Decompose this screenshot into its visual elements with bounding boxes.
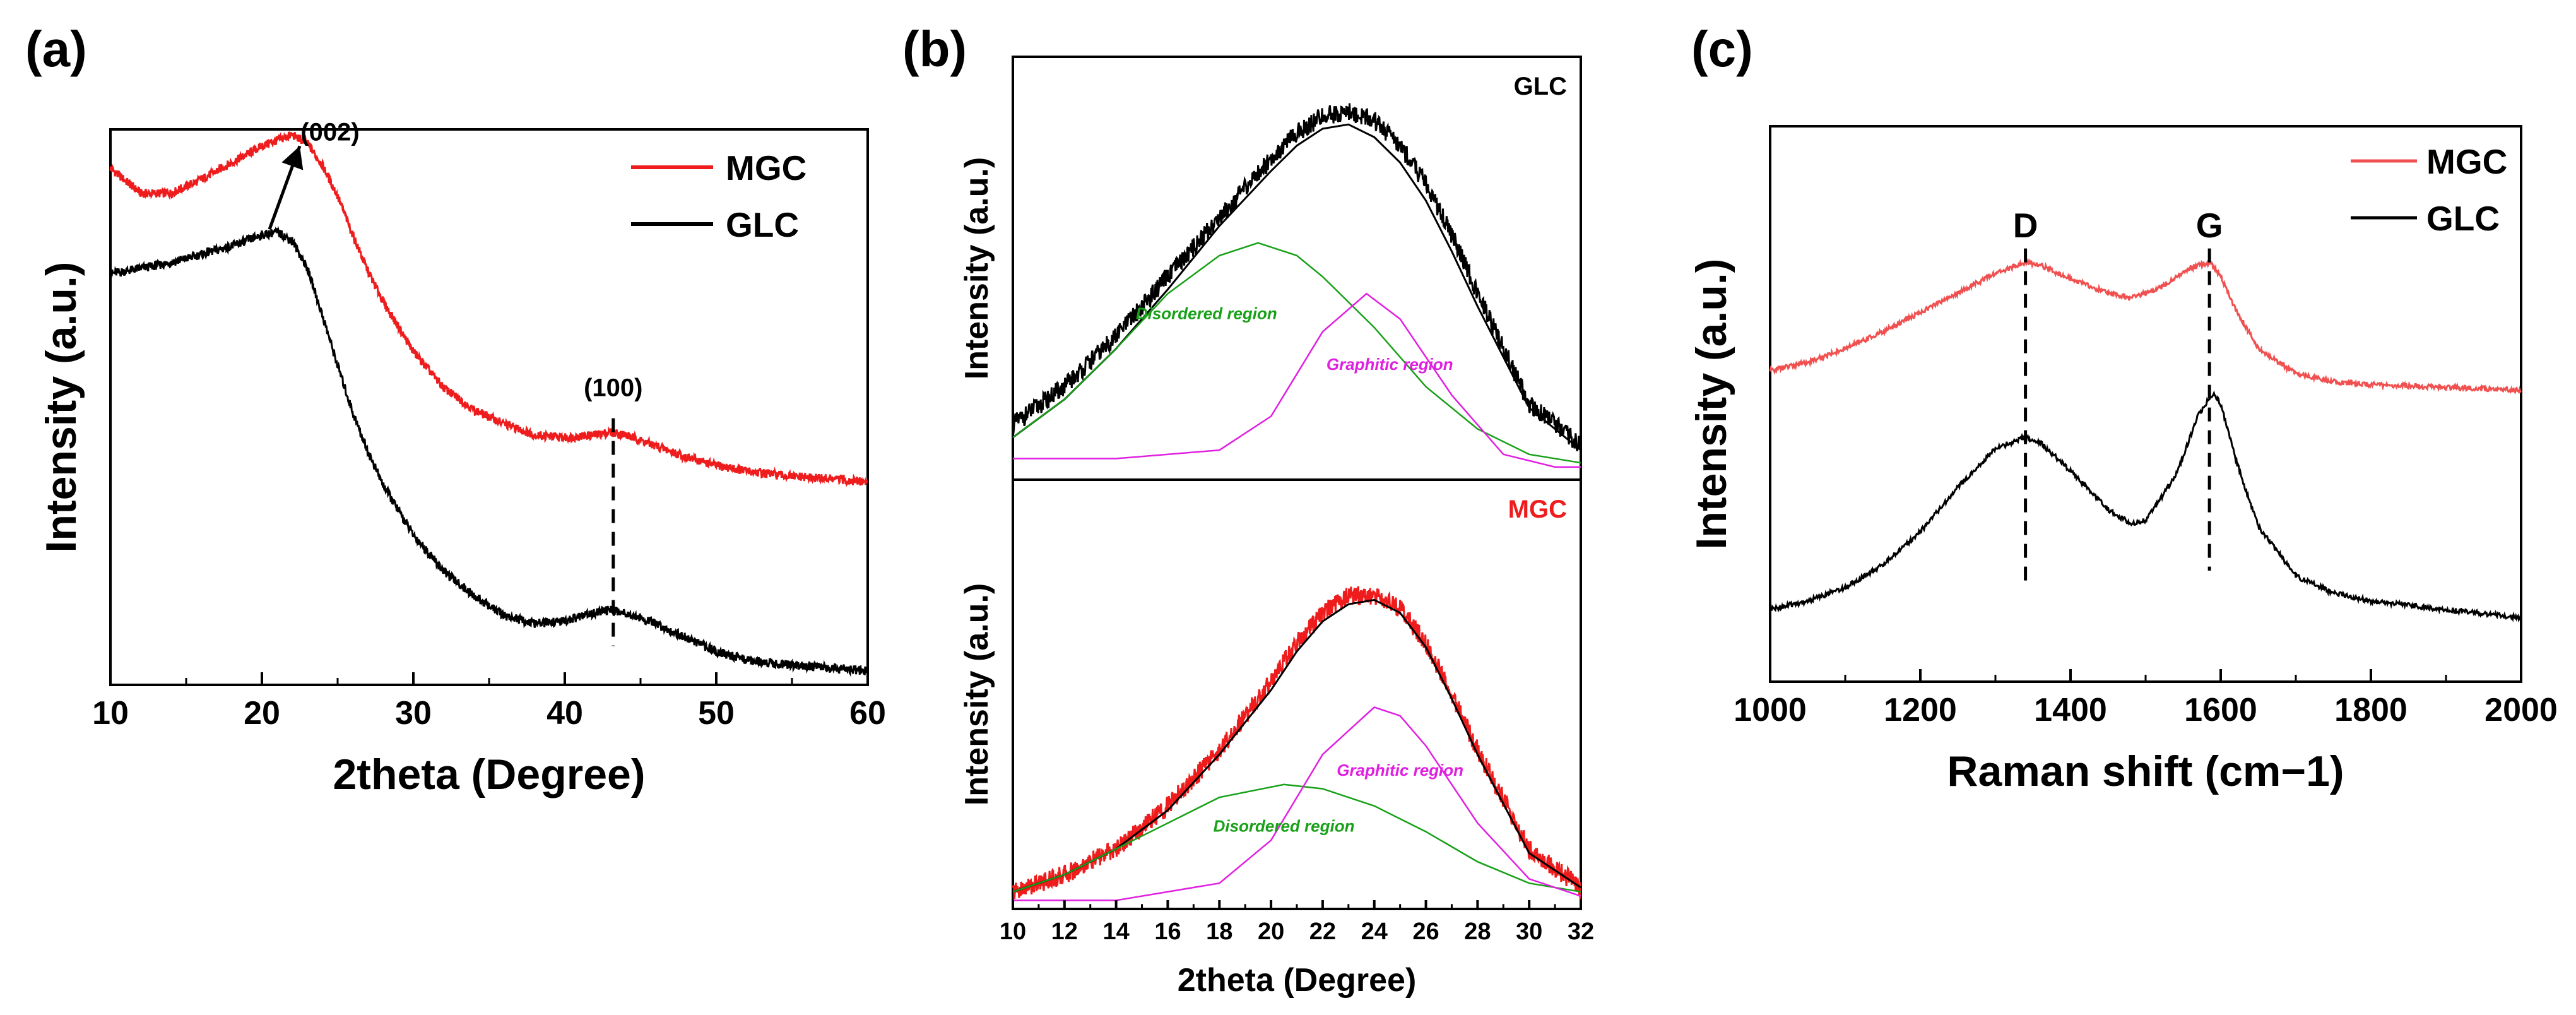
panel-b-bottom-xtick-label-12: 12	[1051, 918, 1078, 945]
panel-c-peak-label-g: G	[2196, 206, 2223, 245]
panel-label-a: (a)	[25, 21, 87, 77]
panel-a-xtick-label-10: 10	[92, 695, 129, 732]
panel-b-bottom-xtick-label-22: 22	[1309, 918, 1336, 945]
panel-a-xtick-label-50: 50	[698, 695, 735, 732]
panel-c-xtick-label-1200: 1200	[1884, 692, 1957, 728]
panel-b-top-series-disordered-region	[1012, 242, 1581, 464]
panel-b-bottom-xtick-label-18: 18	[1206, 918, 1232, 945]
panel-a-xtick-label-30: 30	[395, 695, 432, 732]
panel-a-series-mgc	[109, 131, 868, 488]
panel-a-ylabel: Intensity (a.u.)	[37, 262, 85, 553]
panel-c-xlabel: Raman shift (cm−1)	[1947, 747, 2344, 795]
panel-b-bottom-xtick-label-20: 20	[1258, 918, 1284, 945]
panel-a-annotation-0: (002)	[300, 119, 359, 146]
panel-a-series-glc	[109, 226, 868, 677]
panel-c-legend-label-glc: GLC	[2426, 199, 2500, 238]
panel-label-b: (b)	[902, 21, 967, 77]
panel-b-top-region-label-0: Disordered region	[1136, 304, 1277, 323]
panel-b-bottom-xtick-label-28: 28	[1464, 918, 1491, 945]
panel-c-ylabel: Intensity (a.u.)	[1687, 259, 1735, 550]
panel-b-bottom-mgc-fit: Graphitic region Disordered region MGC Inte…	[959, 478, 1594, 999]
panel-b-top-series-glc-data	[1012, 103, 1582, 451]
panel-b-bottom-xtick-label-30: 30	[1516, 918, 1542, 945]
panel-b-bottom-series-disordered-region	[1012, 783, 1581, 893]
panel-c-xtick-label-2000: 2000	[2484, 692, 2558, 728]
panel-a-xlabel: 2theta (Degree)	[333, 751, 645, 798]
panel-c-series-glc	[1770, 390, 2522, 623]
panel-b-bottom-xtick-label-14: 14	[1102, 918, 1129, 945]
panel-c-xtick-label-1400: 1400	[2034, 692, 2107, 728]
panel-c-peak-label-d: D	[2013, 206, 2038, 245]
panel-b-bottom-title: MGC	[1508, 496, 1567, 523]
panel-label-c: (c)	[1691, 21, 1753, 77]
panel-a-annotation-1: (100)	[584, 374, 642, 401]
panel-c-xtick-label-1000: 1000	[1734, 692, 1807, 728]
panel-b-top-axes-frame	[1012, 56, 1582, 481]
panel-b-bottom-series-mgc-data	[1012, 586, 1581, 900]
panel-c-xtick-label-1600: 1600	[2184, 692, 2257, 728]
panel-b-top-series-graphitic-region	[1013, 292, 1581, 468]
panel-a-xtick-label-60: 60	[849, 695, 886, 732]
panel-b-bottom-series-graphitic-region	[1013, 706, 1581, 901]
panel-b-bottom-xlabel: 2theta (Degree)	[1178, 962, 1417, 999]
panel-c-raman-plot: D G 1000 1200 1400 1600 1800 2000 Raman shift (c…	[1687, 125, 2558, 795]
panel-a-xtick-label-40: 40	[547, 695, 583, 732]
panel-a-legend-label-mgc: MGC	[726, 148, 806, 187]
panel-b-bottom-region-label-0: Graphitic region	[1337, 761, 1463, 780]
panel-c-xtick-label-1800: 1800	[2334, 692, 2408, 728]
panel-a-legend-label-glc: GLC	[726, 205, 799, 244]
panel-a-arrow-head	[281, 146, 304, 170]
panel-c-legend-label-mgc: MGC	[2426, 142, 2507, 181]
panel-b-bottom-ylabel: Intensity (a.u.)	[959, 583, 995, 805]
panel-b-bottom-xtick-label-16: 16	[1154, 918, 1181, 945]
panel-b-bottom-xtick-label-10: 10	[1000, 918, 1026, 945]
panel-a-xtick-label-20: 20	[244, 695, 280, 732]
panel-b-top-glc-fit: Disordered region Graphitic region GLC Inte…	[959, 56, 1582, 481]
panel-b-top-region-label-1: Graphitic region	[1326, 355, 1453, 374]
panel-b-bottom-xtick-label-32: 32	[1568, 918, 1594, 945]
panel-b-bottom-xtick-label-26: 26	[1412, 918, 1439, 945]
panel-b-bottom-region-label-1: Disordered region	[1214, 817, 1355, 836]
panel-b-bottom-axes-frame	[1012, 478, 1582, 910]
panel-b-bottom-series-fit	[1012, 598, 1581, 893]
panel-b-bottom-xtick-label-24: 24	[1361, 918, 1388, 945]
panel-b-top-ylabel: Intensity (a.u.)	[959, 157, 995, 379]
panel-c-axes-frame	[1769, 125, 2522, 683]
panel-a-xrd-plot: (002) (100) 10 20 30 40 50 60 2theta (Degree) Int…	[37, 119, 886, 798]
panel-b-top-series-fit	[1012, 123, 1581, 451]
panel-b-top-title: GLC	[1514, 73, 1567, 100]
panel-c-series-mgc	[1769, 257, 2522, 395]
